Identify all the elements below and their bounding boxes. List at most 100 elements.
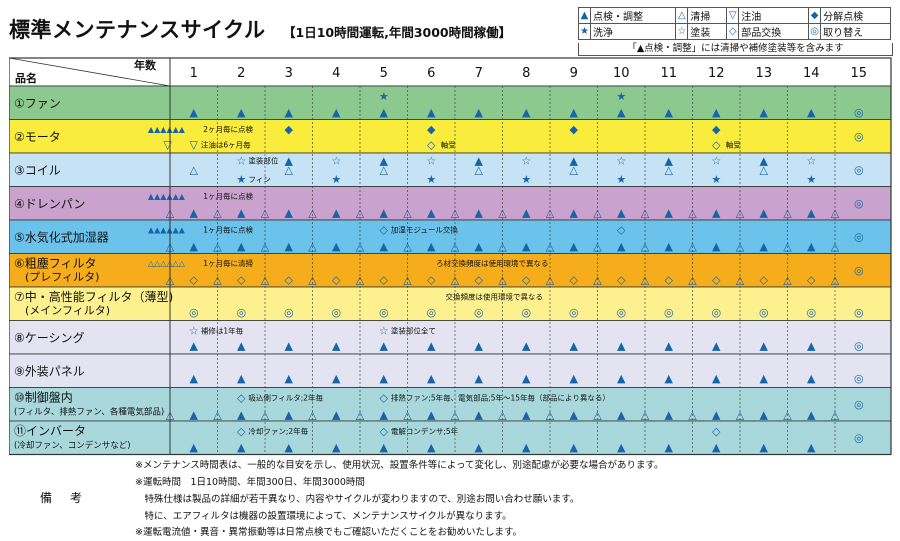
schedule-mark: ◎: [474, 306, 484, 319]
row-label: ⑪インバータ: [14, 424, 86, 438]
year-label-6: 6: [427, 66, 435, 81]
schedule-mark: ▲: [665, 408, 674, 421]
schedule-mark: ◇: [712, 274, 721, 287]
schedule-mark: ◇: [665, 274, 674, 287]
year-label-9: 9: [570, 66, 578, 81]
schedule-mark: △: [179, 259, 186, 268]
row-note: 排熱ファン;5年毎、電気部品;5年～15年毎（部品により異なる）: [391, 393, 610, 403]
schedule-mark: ◇: [712, 139, 721, 152]
schedule-mark: △: [154, 259, 161, 268]
legend-note: 「▲点検・調整」には清掃や補修塗装等を含みます: [578, 43, 893, 56]
schedule-mark: ▲: [522, 240, 531, 253]
schedule-mark: ▲: [380, 207, 389, 220]
row-label: ①ファン: [14, 96, 61, 110]
row-note: 注油は6ヶ月毎: [201, 140, 251, 150]
schedule-mark: ★: [521, 173, 531, 186]
schedule-mark: ▲: [285, 154, 294, 167]
schedule-mark: ▲: [760, 441, 769, 454]
schedule-mark: △: [190, 164, 199, 177]
schedule-mark: ★: [379, 90, 389, 103]
schedule-mark: ◇: [380, 392, 389, 405]
row-band: [9, 186, 892, 221]
schedule-mark: △: [213, 274, 222, 287]
schedule-mark: ▲: [285, 106, 294, 119]
legend-table: ▲ 点検・調整 △ 清掃 ▽ 注油 ◆ 分解点検 ★ 洗浄 ☆ 塗装 ◇ 部品交…: [578, 7, 891, 40]
schedule-mark: ▲: [160, 192, 167, 201]
schedule-mark: △: [148, 259, 155, 268]
schedule-mark: ◇: [760, 274, 769, 287]
schedule-mark: ▲: [332, 372, 341, 385]
schedule-mark: ▲: [332, 106, 341, 119]
schedule-mark: ▲: [712, 240, 721, 253]
schedule-mark: ▲: [617, 441, 626, 454]
schedule-mark: △: [688, 207, 697, 220]
schedule-mark: ◇: [807, 274, 816, 287]
schedule-mark: ◇: [285, 274, 294, 287]
schedule-mark: ▲: [285, 441, 294, 454]
schedule-mark: ◆: [712, 123, 721, 136]
schedule-mark: ▲: [570, 372, 579, 385]
row-note: 電解コンデンサ;5年: [391, 426, 459, 436]
schedule-mark: ▲: [427, 207, 436, 220]
part-replace-icon: ◇: [726, 23, 740, 40]
schedule-mark: ▲: [570, 240, 579, 253]
schedule-mark: ◎: [521, 306, 531, 319]
schedule-mark: ▲: [173, 192, 180, 201]
schedule-mark: ▲: [475, 441, 484, 454]
remarks-line: 特に、エアフィルタは機器の設置環境によって、メンテナンスサイクルが異なります。: [135, 511, 512, 522]
year-label-13: 13: [755, 66, 772, 81]
schedule-mark: ▲: [475, 207, 484, 220]
schedule-mark: ▲: [173, 225, 180, 234]
schedule-mark: ◎: [189, 306, 199, 319]
schedule-mark: ▲: [179, 192, 186, 201]
schedule-mark: ▲: [570, 207, 579, 220]
schedule-mark: ▲: [380, 340, 389, 353]
schedule-mark: ▲: [807, 240, 816, 253]
schedule-mark: ◎: [854, 264, 864, 277]
row-label: ③コイル: [14, 163, 61, 177]
schedule-mark: ◎: [236, 306, 246, 319]
schedule-mark: ★: [711, 173, 721, 186]
year-label-3: 3: [285, 66, 293, 81]
schedule-mark: ▲: [332, 408, 341, 421]
schedule-mark: △: [736, 274, 745, 287]
row-note: 2ヶ月毎に点検: [203, 124, 253, 134]
schedule-mark: ◎: [426, 306, 436, 319]
schedule-mark: ◇: [237, 274, 246, 287]
schedule-mark: ▲: [522, 207, 531, 220]
schedule-mark: △: [546, 274, 555, 287]
schedule-mark: ▲: [160, 125, 167, 134]
schedule-mark: ◆: [427, 123, 436, 136]
wash-icon: ★: [578, 23, 591, 40]
schedule-mark: ★: [616, 90, 626, 103]
schedule-mark: ◎: [379, 306, 389, 319]
schedule-mark: ◎: [854, 398, 864, 411]
schedule-mark: ▲: [665, 154, 674, 167]
schedule-mark: ▲: [237, 340, 246, 353]
year-label-7: 7: [475, 66, 483, 81]
schedule-mark: ▲: [154, 192, 161, 201]
schedule-mark: △: [308, 207, 317, 220]
schedule-mark: ▲: [237, 240, 246, 253]
schedule-mark: ★: [806, 173, 816, 186]
schedule-mark: ▲: [665, 340, 674, 353]
schedule-mark: ★: [331, 173, 341, 186]
schedule-mark: ◇: [380, 274, 389, 287]
row-note: 塗装部位: [248, 155, 278, 165]
schedule-mark: ▲: [807, 106, 816, 119]
schedule-mark: ☆: [331, 154, 341, 167]
schedule-mark: ☆: [711, 154, 721, 167]
schedule-mark: ▲: [712, 408, 721, 421]
row-sublabel: (メインフィルタ): [14, 304, 110, 317]
row-sublabel: (プレフィルタ): [14, 271, 99, 284]
schedule-mark: △: [736, 207, 745, 220]
row-note: 1ヶ月毎に点検: [203, 224, 253, 234]
schedule-mark: ▲: [712, 372, 721, 385]
schedule-mark: △: [760, 164, 769, 177]
schedule-mark: ▲: [380, 240, 389, 253]
schedule-mark: △: [356, 274, 365, 287]
schedule-mark: △: [261, 274, 270, 287]
schedule-mark: ▲: [332, 340, 341, 353]
years-header-label: 年数: [134, 58, 157, 72]
